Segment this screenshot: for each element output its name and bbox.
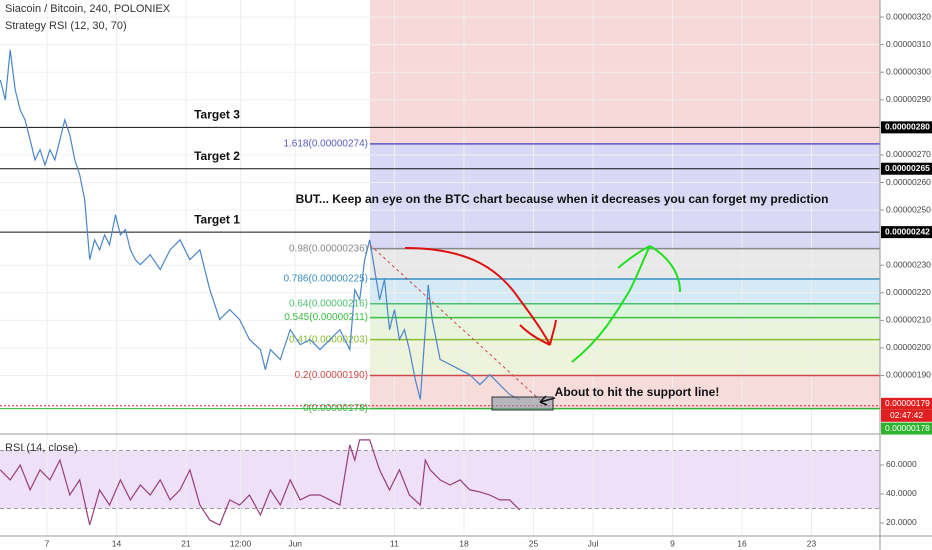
annotation: About to hit the support line! bbox=[555, 385, 720, 399]
x-tick-label: 21 bbox=[181, 538, 191, 548]
y-tick-label: 60.0000 bbox=[886, 459, 917, 469]
price-badge bbox=[881, 422, 932, 435]
x-tick-label: 12:00 bbox=[230, 538, 252, 548]
x-tick-label: 25 bbox=[529, 538, 539, 548]
y-tick-label: 20.0000 bbox=[886, 517, 917, 527]
x-tick-label: Jun bbox=[288, 538, 302, 548]
y-tick-label: 0.00000220 bbox=[886, 287, 931, 297]
x-tick-label: 14 bbox=[112, 538, 122, 548]
x-tick-label: 11 bbox=[390, 538, 399, 548]
price-badge-label: 0.00000280 bbox=[885, 122, 930, 132]
price-badge-label: 0.00000179 bbox=[885, 398, 930, 408]
rsi-title: RSI (14, close) bbox=[5, 442, 78, 454]
price-badge-label: 0.00000242 bbox=[885, 226, 930, 236]
fib-label: 0.98(0.00000236) bbox=[289, 243, 368, 254]
countdown-badge bbox=[881, 409, 932, 422]
y-tick-label: 0.00000270 bbox=[886, 149, 931, 159]
fib-band bbox=[370, 375, 880, 409]
target-label: Target 2 bbox=[194, 149, 240, 163]
x-tick-label: 23 bbox=[807, 538, 817, 548]
target-label: Target 3 bbox=[194, 108, 240, 122]
price-badge-label: 0.00000265 bbox=[885, 163, 930, 173]
y-tick-label: 0.00000230 bbox=[886, 259, 931, 269]
fib-band bbox=[370, 303, 880, 318]
price-badge-label: 0.00000178 bbox=[885, 423, 930, 433]
red-arrow bbox=[404, 247, 557, 346]
support-box bbox=[491, 396, 554, 411]
fib-band bbox=[370, 248, 880, 279]
y-tick-label: 0.00000250 bbox=[886, 204, 931, 214]
annotation: BUT... Keep an eye on the BTC chart beca… bbox=[296, 192, 829, 206]
x-tick-label: 9 bbox=[670, 538, 675, 548]
countdown-label: 02:47:42 bbox=[890, 410, 923, 420]
fib-label: 0.545(0.00000211) bbox=[284, 312, 368, 323]
note-arrow bbox=[539, 395, 556, 406]
y-tick-label: 0.00000210 bbox=[886, 315, 931, 325]
fib-band bbox=[370, 317, 880, 340]
x-tick-label: 18 bbox=[459, 538, 469, 548]
price-badge bbox=[881, 121, 932, 134]
y-tick-label: 40.0000 bbox=[886, 488, 917, 498]
fib-label: 0.2(0.00000190) bbox=[295, 370, 368, 381]
header-strategy: Strategy RSI (12, 30, 70) bbox=[5, 20, 127, 32]
y-tick-label: 0.00000190 bbox=[886, 370, 931, 380]
x-tick-label: Jul bbox=[588, 538, 599, 548]
fib-label: 1.618(0.00000274) bbox=[283, 139, 368, 150]
price-badge bbox=[881, 397, 932, 410]
price-badge bbox=[881, 226, 932, 239]
y-tick-label: 0.00000300 bbox=[886, 66, 931, 76]
x-tick-label: 7 bbox=[45, 538, 50, 548]
series-line bbox=[0, 49, 520, 401]
green-arrow bbox=[571, 245, 681, 363]
header-title: Siacoin / Bitcoin, 240, POLONIEX bbox=[5, 3, 171, 15]
fib-label: 0.41(0.00000203) bbox=[289, 334, 368, 345]
y-tick-label: 0.00000320 bbox=[886, 11, 931, 21]
y-tick-label: 0.00000290 bbox=[886, 94, 931, 104]
y-tick-label: 0.00000200 bbox=[886, 342, 931, 352]
series-line bbox=[0, 439, 521, 526]
target-label: Target 1 bbox=[194, 212, 240, 226]
trend-line bbox=[369, 244, 541, 401]
fib-label: 0.786(0.00000225) bbox=[283, 274, 368, 285]
price-badge bbox=[881, 162, 932, 175]
x-tick-label: 16 bbox=[737, 538, 747, 548]
y-tick-label: 0.00000310 bbox=[886, 39, 931, 49]
fib-label: 0.64(0.00000216) bbox=[289, 298, 368, 309]
fib-band bbox=[370, 339, 880, 376]
fib-band bbox=[370, 143, 880, 249]
y-tick-label: 0.00000260 bbox=[886, 177, 931, 187]
